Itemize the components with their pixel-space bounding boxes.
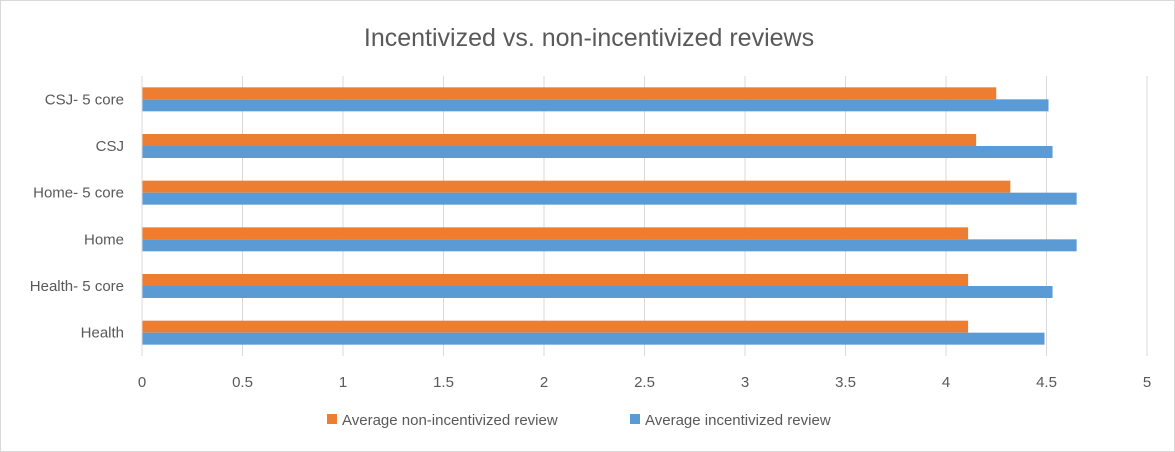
legend-swatch-non-incentivized — [327, 414, 337, 424]
bar-incentivized — [142, 99, 1049, 112]
legend: Average non-incentivized review Average i… — [327, 412, 831, 429]
category-label: CSJ- 5 core — [45, 91, 124, 108]
gridlines — [141, 76, 1148, 356]
x-tick-label: 0.5 — [232, 374, 253, 391]
bar-non-incentivized — [142, 227, 969, 240]
category-axis-labels: CSJ- 5 core CSJ Home- 5 core Home Health- 5 … — [30, 91, 124, 341]
bars — [141, 76, 1077, 356]
bar-incentivized — [142, 332, 1045, 345]
legend-swatch-incentivized — [630, 414, 640, 424]
legend-label-incentivized: Average incentivized review — [645, 412, 831, 429]
value-axis-labels: 0 0.5 1 1.5 2 2.5 3 3.5 4 4.5 5 — [138, 374, 1151, 391]
bar-incentivized — [142, 146, 1053, 158]
x-tick-label: 4.5 — [1036, 374, 1057, 391]
category-label: Health- 5 core — [30, 278, 124, 295]
bar-incentivized — [142, 286, 1053, 298]
category-label: Health — [81, 325, 124, 342]
category-label: Home- 5 core — [33, 185, 124, 202]
bar-non-incentivized — [142, 274, 969, 286]
x-tick-label: 2 — [540, 374, 548, 391]
bar-non-incentivized — [142, 320, 969, 333]
x-tick-label: 1.5 — [433, 374, 454, 391]
bar-non-incentivized — [142, 180, 1011, 193]
x-tick-label: 5 — [1143, 374, 1151, 391]
x-tick-label: 0 — [138, 374, 146, 391]
legend-label-non-incentivized: Average non-incentivized review — [342, 412, 558, 429]
bar-incentivized — [142, 192, 1077, 205]
category-label: CSJ — [96, 138, 124, 155]
chart-title: Incentivized vs. non-incentivized review… — [364, 24, 814, 52]
x-tick-label: 4 — [942, 374, 950, 391]
bar-non-incentivized — [142, 87, 997, 100]
bar-non-incentivized — [142, 134, 977, 146]
x-tick-label: 3.5 — [835, 374, 856, 391]
x-tick-label: 3 — [741, 374, 749, 391]
bar-incentivized — [142, 239, 1077, 252]
x-tick-label: 2.5 — [634, 374, 655, 391]
x-tick-label: 1 — [339, 374, 347, 391]
category-label: Home — [84, 231, 124, 248]
